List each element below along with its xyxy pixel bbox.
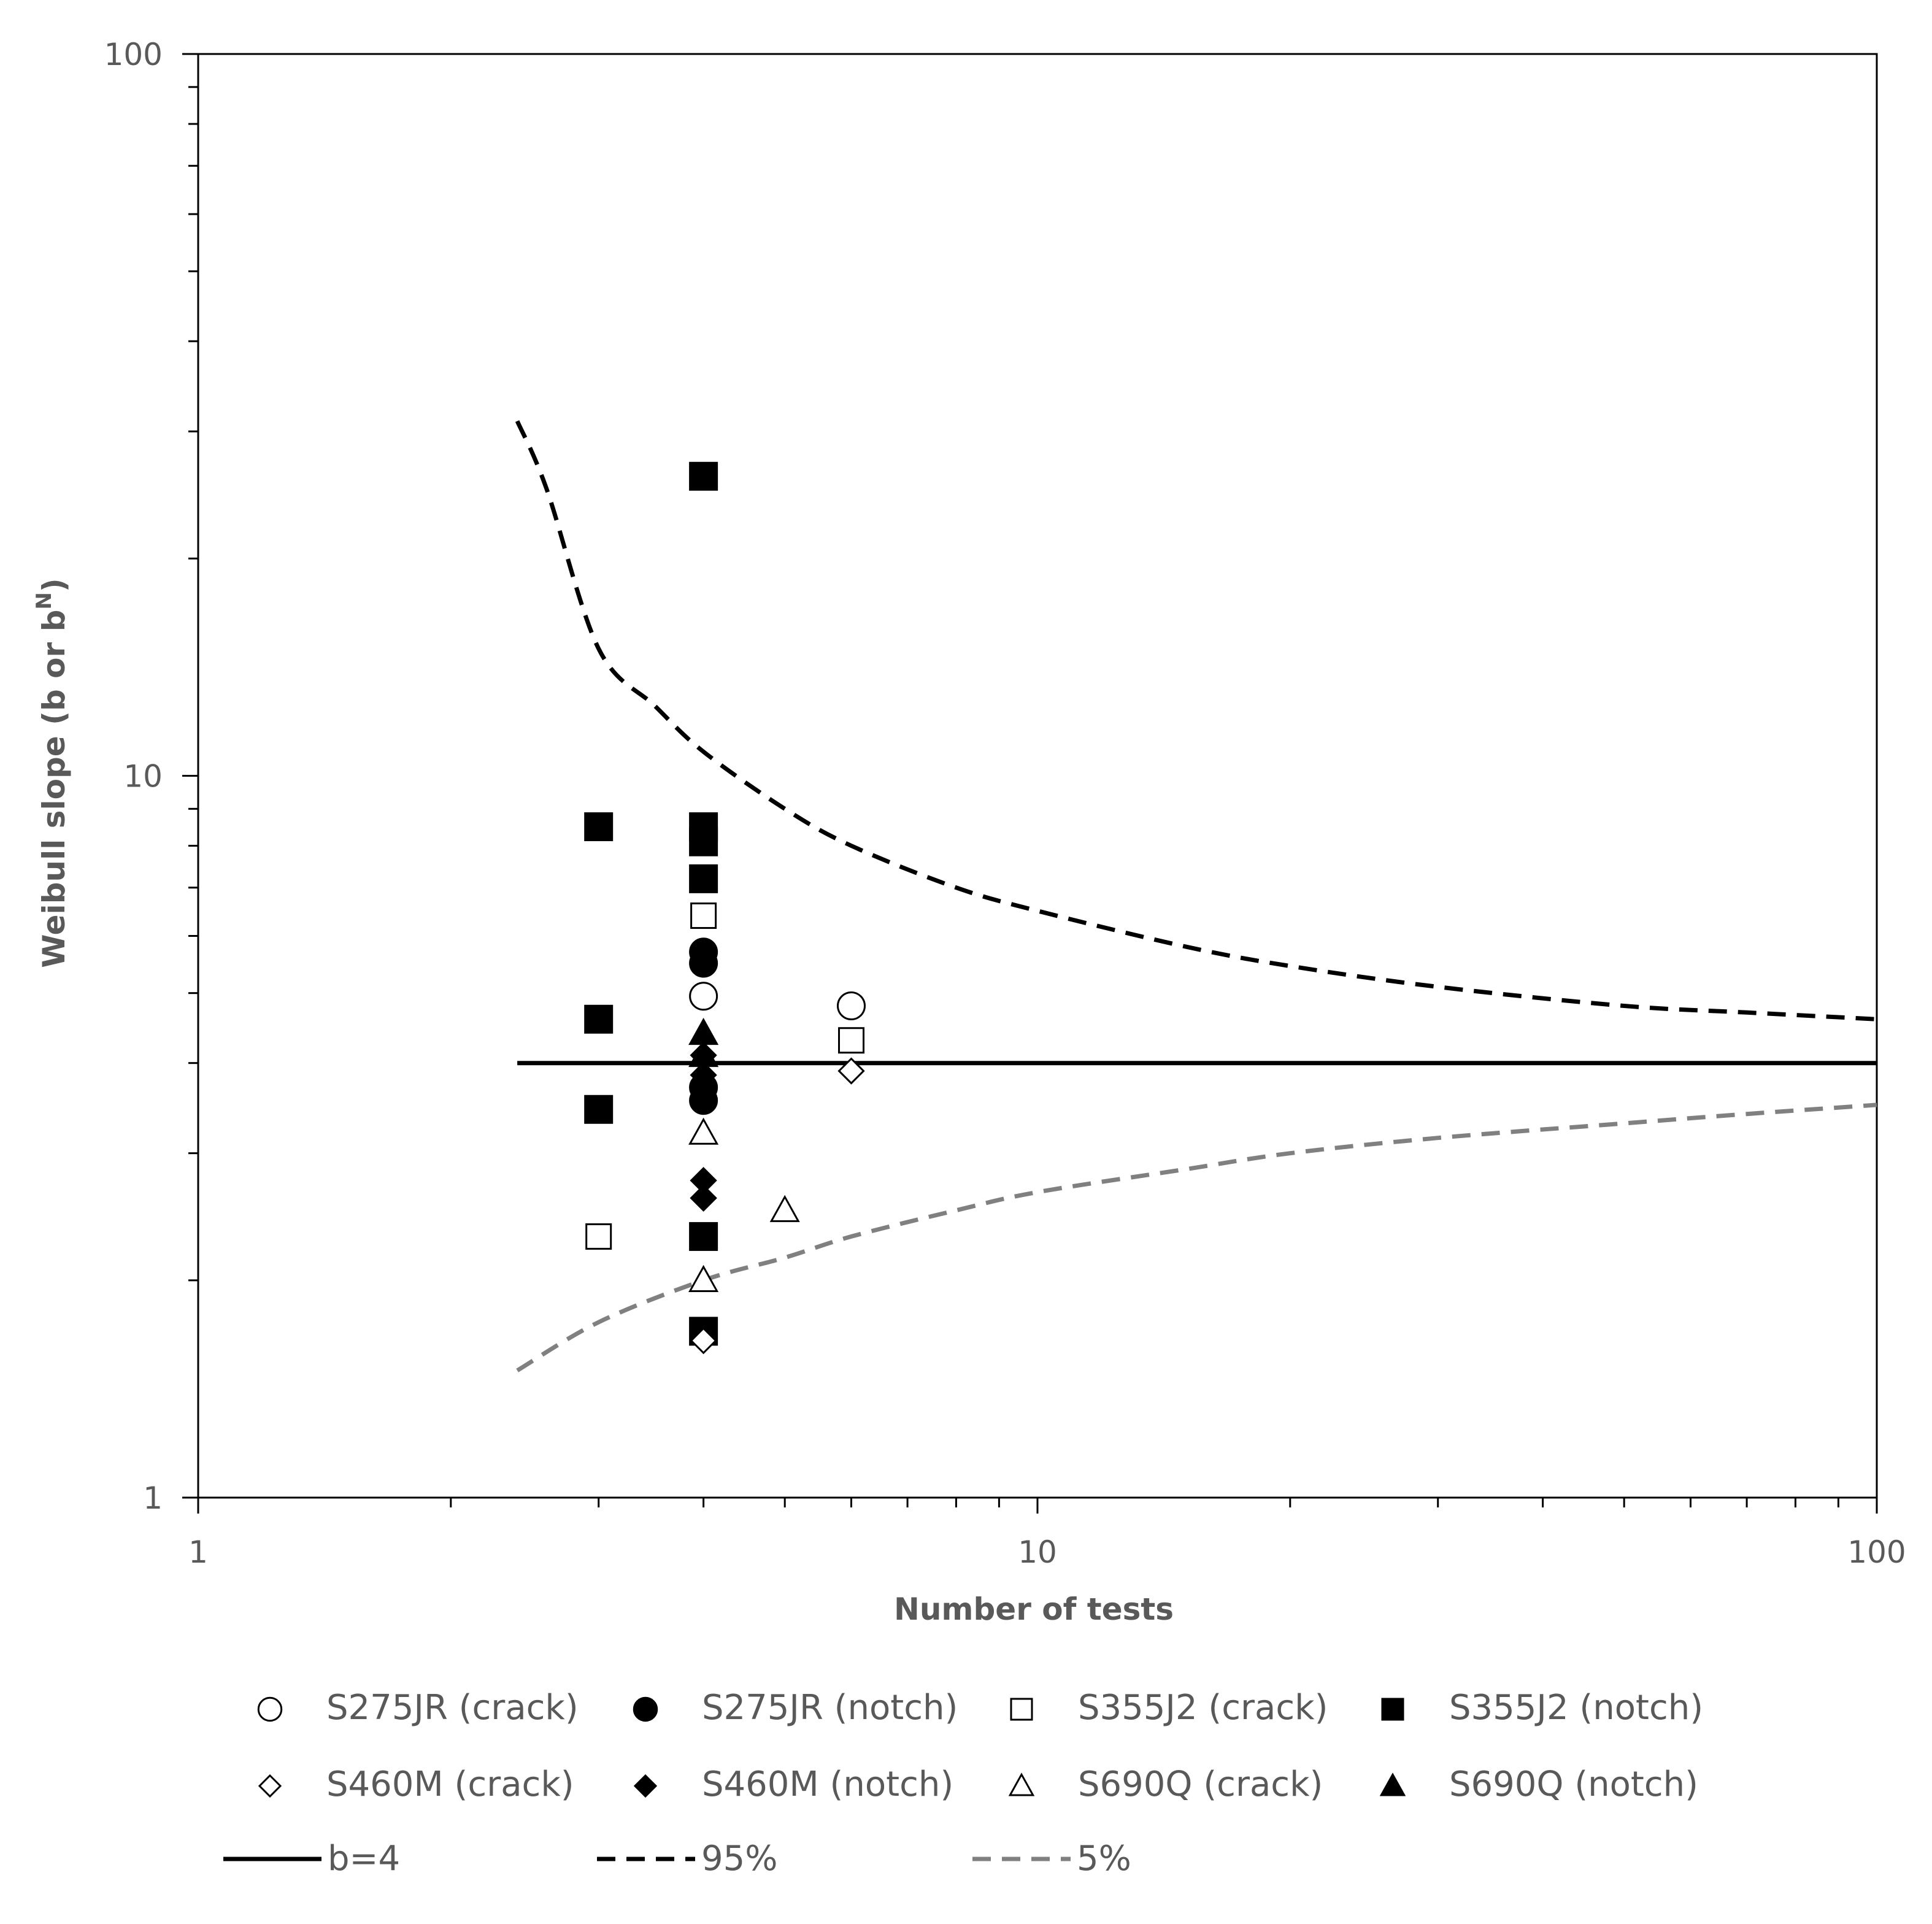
point-s355j2-notch [689, 461, 718, 491]
y-tick-label: 10 [123, 759, 163, 795]
point-s355j2-crack [690, 902, 717, 929]
point-s355j2-notch [689, 827, 718, 856]
legend-label-s460m-crack: S460M (crack) [326, 1764, 574, 1804]
point-s690q-crack [688, 1117, 719, 1145]
legend-label-b-4: b=4 [328, 1839, 400, 1879]
point-s460m-notch [690, 1184, 717, 1212]
legend-label-s690q-notch: S690Q (notch) [1449, 1764, 1698, 1804]
legend-label-5: 5% [1077, 1839, 1131, 1879]
y-axis-title-superscript: N [32, 592, 56, 609]
line-95- [515, 420, 1877, 1022]
point-s690q-notch [688, 1039, 719, 1068]
point-s355j2-crack [838, 1027, 865, 1054]
plot-area: 1 10 100 1 10 100 [104, 37, 1906, 1570]
point-s460m-crack [837, 1057, 865, 1085]
legend-marker-s460m-crack [258, 1774, 282, 1798]
legend-marker-s690q-notch [1379, 1772, 1406, 1796]
legend-marker-s275jr-notch [633, 1696, 658, 1722]
point-s275jr-notch [689, 1086, 718, 1115]
legend: S275JR (crack) S275JR (notch) S355J2 (crac… [223, 1688, 1703, 1879]
legend-marker-s275jr-crack [257, 1696, 283, 1722]
point-s275jr-notch [689, 949, 718, 978]
data-points [584, 461, 866, 1355]
y-axis-title: Weibull slope (b or bN) [32, 578, 72, 968]
point-s690q-crack [688, 1264, 719, 1292]
axis-labels: Number of tests Weibull slope (b or bN) [32, 578, 1174, 1627]
legend-label-s460m-notch: S460M (notch) [702, 1764, 953, 1804]
point-s355j2-notch [689, 864, 718, 893]
y-tick-label: 1 [143, 1480, 163, 1516]
legend-marker-s355j2-notch [1381, 1698, 1404, 1721]
legend-marker-s460m-notch [633, 1774, 658, 1798]
point-s460m-notch [690, 1061, 717, 1089]
x-tick-label: 10 [1018, 1534, 1057, 1570]
point-s275jr-crack [837, 991, 866, 1021]
point-s355j2-notch [584, 1095, 614, 1124]
point-s460m-crack [690, 1327, 717, 1355]
x-tick-label: 100 [1847, 1534, 1906, 1570]
legend-label-95: 95% [701, 1839, 777, 1879]
point-s275jr-crack [689, 982, 718, 1011]
legend-label-s275jr-notch: S275JR (notch) [702, 1688, 958, 1728]
point-s690q-crack [769, 1195, 800, 1222]
point-s355j2-notch [689, 1222, 718, 1251]
legend-marker-s355j2-crack [1010, 1698, 1033, 1721]
point-s355j2-crack [585, 1223, 612, 1250]
point-s355j2-notch [584, 812, 614, 842]
legend-marker-s690q-crack [1008, 1772, 1035, 1796]
x-tick-label: 1 [188, 1534, 208, 1570]
y-tick-label: 100 [104, 37, 163, 72]
legend-label-s355j2-crack: S355J2 (crack) [1078, 1688, 1328, 1728]
point-s355j2-notch [584, 1004, 614, 1034]
legend-label-s275jr-crack: S275JR (crack) [326, 1688, 579, 1728]
x-axis-title: Number of tests [894, 1591, 1174, 1627]
legend-label-s690q-crack: S690Q (crack) [1078, 1764, 1323, 1804]
legend-label-s355j2-notch: S355J2 (notch) [1449, 1688, 1703, 1728]
